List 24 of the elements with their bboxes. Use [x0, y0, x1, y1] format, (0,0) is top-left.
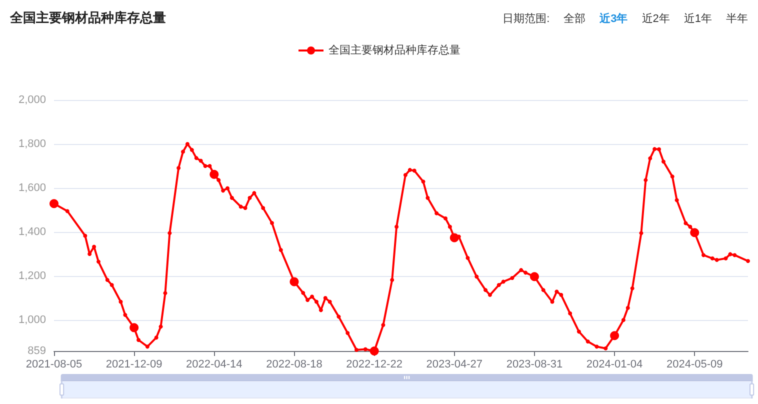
x-tick-label: 2023-08-31: [506, 358, 563, 370]
x-tick-label: 2021-08-05: [26, 358, 82, 370]
text: 近2年: [642, 12, 670, 26]
text: 日期范围:: [502, 12, 550, 26]
y-tick-label: 1,200: [18, 270, 46, 282]
x-tick-label: 2021-12-09: [106, 358, 162, 370]
chart-title: 全国主要钢材品种库存总量: [10, 9, 166, 27]
y-tick-label: 2,000: [18, 94, 46, 106]
x-tick-label: 2024-01-04: [586, 358, 643, 370]
text: 全部: [564, 12, 586, 26]
x-tick-label: 2024-05-09: [666, 358, 723, 370]
y-tick-label: 1,000: [18, 314, 46, 326]
legend-label: 全国主要钢材品种库存总量: [328, 44, 460, 56]
x-tick-label: 2023-04-27: [426, 358, 483, 370]
x-tick-label: 2022-08-18: [266, 358, 322, 370]
y-tick-label: 1,600: [18, 182, 46, 194]
text: 近3年: [600, 12, 628, 26]
x-tick-label: 2022-12-22: [346, 358, 402, 370]
y-tick-label: 1,800: [18, 138, 46, 150]
x-tick-label: 2022-04-14: [186, 358, 242, 370]
text: 半年: [726, 12, 748, 26]
y-tick-label: 859: [28, 345, 46, 357]
text: 近1年: [684, 12, 712, 26]
y-tick-label: 1,400: [18, 226, 46, 238]
